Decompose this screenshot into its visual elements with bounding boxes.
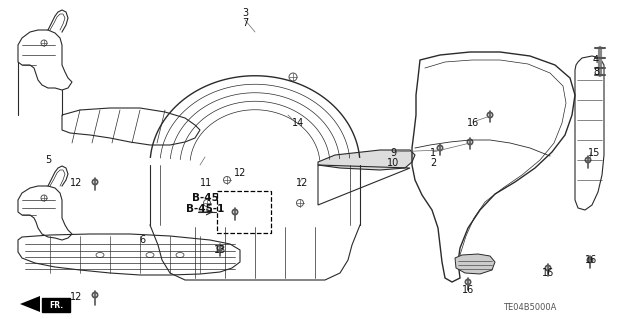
Text: 5: 5 (45, 155, 51, 165)
Circle shape (488, 113, 492, 117)
Text: 7: 7 (242, 18, 248, 28)
Text: 16: 16 (467, 118, 479, 128)
Circle shape (232, 209, 239, 216)
Polygon shape (20, 296, 40, 312)
Circle shape (92, 179, 99, 186)
Circle shape (486, 112, 493, 118)
Text: 9: 9 (390, 148, 396, 158)
Polygon shape (318, 150, 415, 170)
Circle shape (468, 140, 472, 144)
Text: B-45: B-45 (191, 193, 218, 203)
Circle shape (233, 210, 237, 214)
Text: 16: 16 (542, 268, 554, 278)
Text: 11: 11 (200, 178, 212, 188)
Text: 6: 6 (139, 235, 145, 245)
Circle shape (588, 258, 592, 262)
Circle shape (467, 280, 470, 284)
Circle shape (584, 157, 591, 164)
Text: 13: 13 (214, 245, 226, 255)
Circle shape (438, 146, 442, 150)
Text: 12: 12 (70, 178, 82, 188)
Circle shape (586, 158, 589, 162)
Text: 4: 4 (593, 55, 599, 65)
Text: 16: 16 (462, 285, 474, 295)
Text: 12: 12 (296, 178, 308, 188)
Circle shape (547, 266, 550, 270)
Circle shape (218, 246, 221, 250)
Text: 3: 3 (242, 8, 248, 18)
Circle shape (216, 244, 223, 251)
Text: TE04B5000A: TE04B5000A (503, 303, 557, 313)
Circle shape (436, 145, 444, 152)
Text: 8: 8 (593, 67, 599, 77)
Circle shape (586, 256, 593, 263)
Text: 14: 14 (292, 118, 304, 128)
Polygon shape (455, 254, 495, 274)
FancyBboxPatch shape (42, 298, 70, 312)
Circle shape (545, 264, 552, 271)
Text: 15: 15 (588, 148, 600, 158)
Text: 1: 1 (430, 148, 436, 158)
Text: 2: 2 (430, 158, 436, 168)
Text: 12: 12 (234, 168, 246, 178)
Text: FR.: FR. (49, 300, 63, 309)
Text: 10: 10 (387, 158, 399, 168)
Circle shape (93, 293, 97, 297)
Circle shape (467, 138, 474, 145)
Text: 12: 12 (70, 292, 82, 302)
Circle shape (92, 292, 99, 299)
Circle shape (93, 180, 97, 184)
Circle shape (465, 278, 472, 286)
Text: 16: 16 (585, 255, 597, 265)
Text: B-45-1: B-45-1 (186, 204, 224, 214)
